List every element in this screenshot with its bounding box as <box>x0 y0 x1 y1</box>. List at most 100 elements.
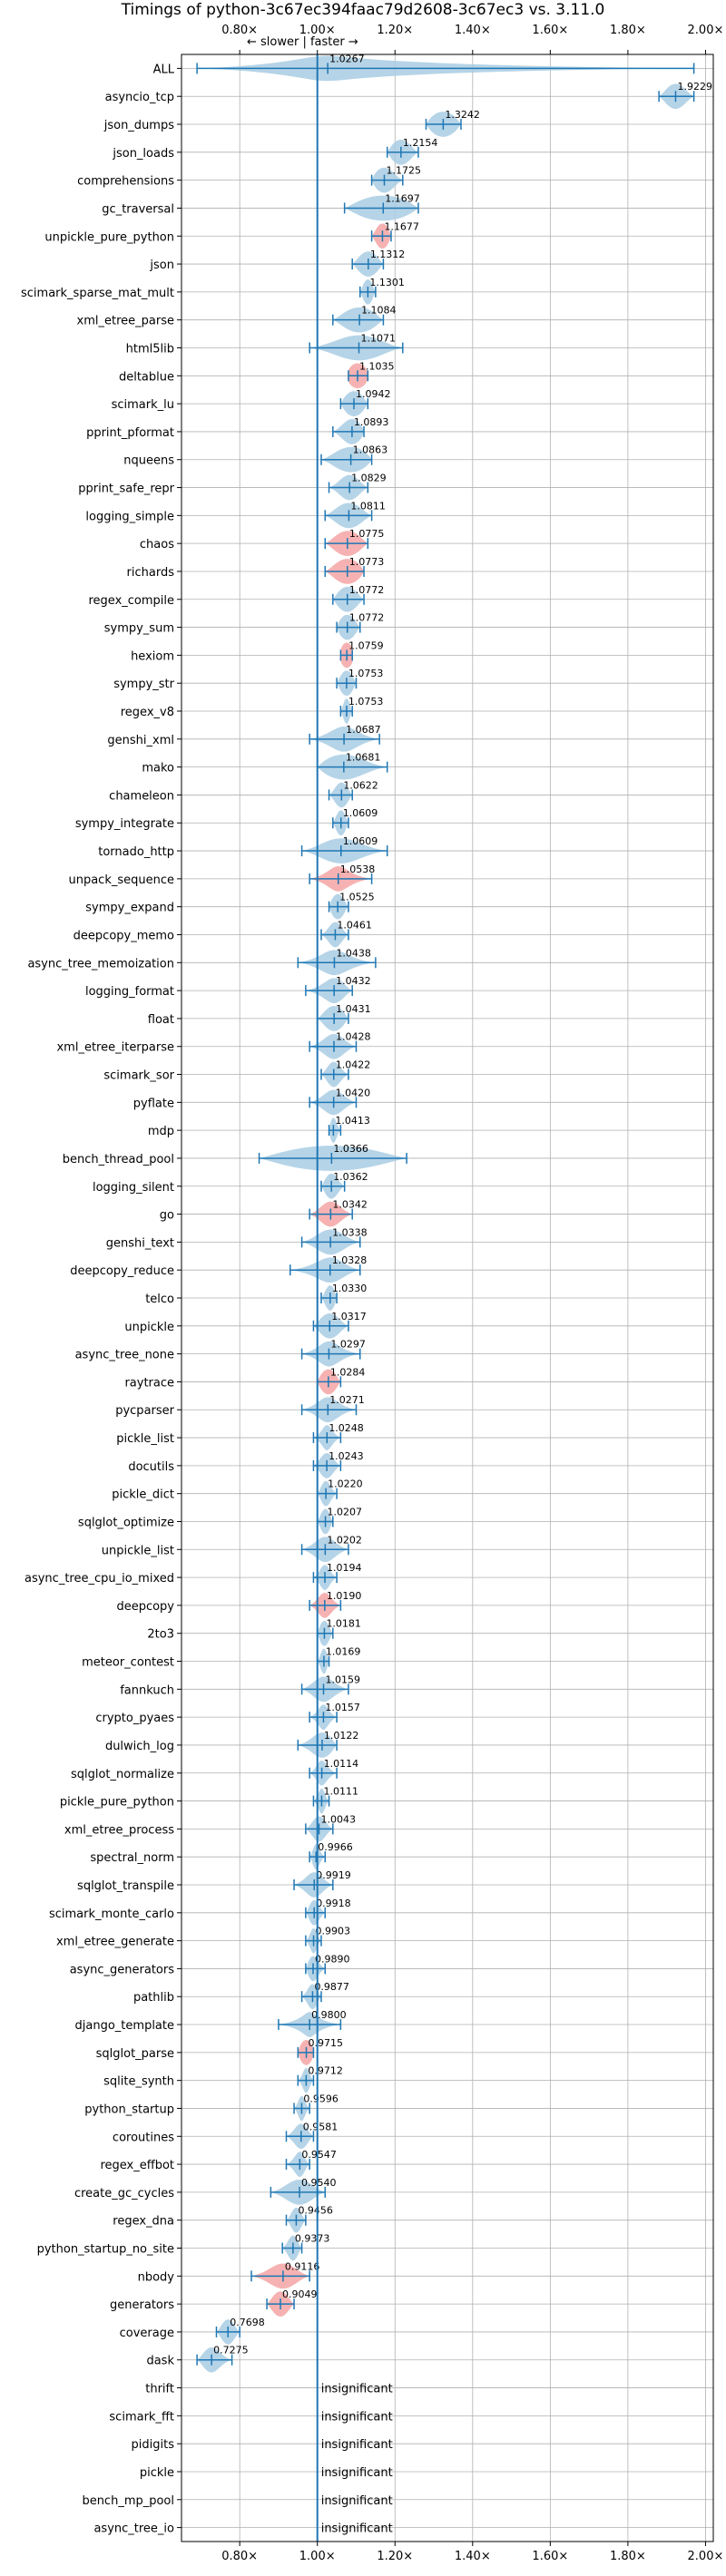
value-label: 0.9919 <box>316 1869 351 1881</box>
value-label: 1.3242 <box>445 109 480 121</box>
benchmark-row: 1.1035 <box>348 360 394 389</box>
benchmark-label: pprint_safe_repr <box>78 483 174 496</box>
value-label: 0.9890 <box>315 1953 350 1965</box>
benchmark-label: async_tree_cpu_io_mixed <box>25 1572 174 1586</box>
benchmark-row: 1.0772 <box>332 584 384 612</box>
benchmark-row: 1.0438 <box>297 947 377 976</box>
benchmark-label: json_dumps <box>103 119 174 132</box>
value-label: 1.0366 <box>333 1143 368 1155</box>
benchmark-row: 1.0043 <box>305 1813 356 1842</box>
benchmark-label: regex_compile <box>88 594 174 608</box>
value-label: 1.0194 <box>327 1562 362 1574</box>
insignificant-label: insignificant <box>321 2522 393 2536</box>
benchmark-label: richards <box>127 566 175 580</box>
value-label: 1.0413 <box>335 1115 370 1127</box>
benchmark-label: dulwich_log <box>105 1740 174 1753</box>
benchmark-label: generators <box>110 2298 174 2312</box>
benchmark-row: 1.0328 <box>289 1254 368 1283</box>
benchmark-row: 1.0609 <box>332 807 378 836</box>
value-label: 1.0422 <box>336 1059 371 1071</box>
value-label: 1.0362 <box>333 1171 368 1183</box>
benchmark-label: create_gc_cycles <box>74 2187 174 2200</box>
value-label: 1.0759 <box>348 639 384 651</box>
benchmark-row: insignificant <box>321 2466 393 2480</box>
benchmark-row: insignificant <box>321 2494 393 2508</box>
benchmark-row: 1.0157 <box>309 1702 360 1730</box>
benchmark-row: 1.0420 <box>309 1087 371 1116</box>
value-label: 0.9800 <box>311 2009 347 2021</box>
value-label: 0.7275 <box>213 2345 249 2356</box>
benchmark-row: 0.7698 <box>215 2317 265 2345</box>
x-axis-ticks: 0.80× 0.80× 1.00× 1.00× 1.20× 1.20× 1.40× 1.40×… <box>21 24 723 2563</box>
benchmark-label: chaos <box>140 538 174 551</box>
benchmark-row: 1.0622 <box>328 779 378 808</box>
direction-label: ← slower | faster → <box>247 35 358 49</box>
benchmark-row: 1.0753 <box>339 696 383 724</box>
benchmark-label: nqueens <box>123 454 174 468</box>
benchmark-label: sqlglot_parse <box>96 2047 174 2061</box>
benchmark-row: 1.0181 <box>316 1618 361 1646</box>
benchmark-row: 1.0811 <box>324 500 386 529</box>
value-label: 1.0609 <box>343 807 378 819</box>
value-label: 1.1312 <box>370 249 406 260</box>
benchmark-row: 0.9596 <box>293 2093 338 2122</box>
benchmark-row: 1.0432 <box>305 975 371 1003</box>
benchmark-row: 0.9540 <box>270 2177 337 2205</box>
value-label: 1.0753 <box>348 668 384 679</box>
benchmark-label: pyflate <box>133 1097 174 1110</box>
benchmark-label: pycparser <box>115 1404 174 1418</box>
benchmark-row: 1.0863 <box>320 444 388 473</box>
value-label: 1.1084 <box>361 305 397 317</box>
benchmark-row: 0.9715 <box>297 2037 343 2065</box>
benchmark-label: async_tree_none <box>75 1349 174 1362</box>
benchmark-row: 1.0194 <box>312 1562 362 1590</box>
benchmark-label: thrift <box>145 2383 174 2396</box>
benchmark-row: 1.0775 <box>324 528 384 557</box>
value-label: 1.0271 <box>329 1394 365 1406</box>
benchmark-row: 1.0207 <box>316 1506 362 1535</box>
benchmark-row: insignificant <box>321 2383 393 2396</box>
benchmark-row: insignificant <box>321 2438 393 2452</box>
value-label: 1.0863 <box>353 444 388 456</box>
x-tick-label-top: 1.00× <box>299 24 336 37</box>
value-label: 1.0328 <box>332 1254 368 1266</box>
benchmark-label: deltablue <box>119 370 174 384</box>
benchmark-label: crypto_pyaes <box>95 1712 174 1725</box>
plot-frame <box>181 54 714 2542</box>
benchmark-label: tornado_http <box>98 845 174 859</box>
value-label: 1.0243 <box>329 1450 364 1462</box>
benchmark-row: 1.0122 <box>297 1730 358 1758</box>
insignificant-label: insignificant <box>321 2438 393 2452</box>
value-label: 1.0772 <box>349 612 385 624</box>
benchmark-label: python_startup_no_site <box>37 2243 174 2257</box>
benchmark-label: pickle_dict <box>112 1488 174 1502</box>
benchmark-row: insignificant <box>321 2522 393 2536</box>
value-label: 1.0202 <box>327 1534 362 1546</box>
benchmark-label: logging_format <box>85 985 174 999</box>
benchmark-row: 1.0942 <box>339 388 391 416</box>
value-label: 1.0420 <box>336 1087 371 1098</box>
value-label: 1.0114 <box>324 1758 359 1770</box>
benchmark-label: meteor_contest <box>82 1656 174 1670</box>
value-label: 0.9918 <box>316 1898 351 1909</box>
value-label: 1.0220 <box>328 1478 363 1490</box>
benchmark-row: insignificant <box>321 2410 393 2424</box>
benchmark-label: sympy_expand <box>85 902 174 915</box>
value-label: 1.0428 <box>336 1031 371 1043</box>
benchmark-label: bench_mp_pool <box>82 2494 174 2508</box>
benchmark-label: gc_traversal <box>102 202 174 216</box>
value-label: 0.7698 <box>230 2317 265 2328</box>
benchmark-label: regex_v8 <box>121 706 174 719</box>
value-label: 0.9049 <box>282 2288 318 2300</box>
x-tick-label-top: 1.60× <box>532 24 568 37</box>
value-label: 1.0330 <box>332 1283 368 1294</box>
benchmark-label: json <box>149 259 174 272</box>
benchmark-label: genshi_text <box>106 1236 174 1250</box>
value-label: 1.0267 <box>329 53 365 64</box>
value-label: 1.0338 <box>332 1226 368 1238</box>
benchmark-row: 1.0114 <box>309 1758 358 1786</box>
benchmark-label: django_template <box>75 2019 174 2033</box>
benchmark-row: 0.9919 <box>293 1869 351 1898</box>
x-tick-label-bottom: 1.40× <box>455 2550 491 2563</box>
